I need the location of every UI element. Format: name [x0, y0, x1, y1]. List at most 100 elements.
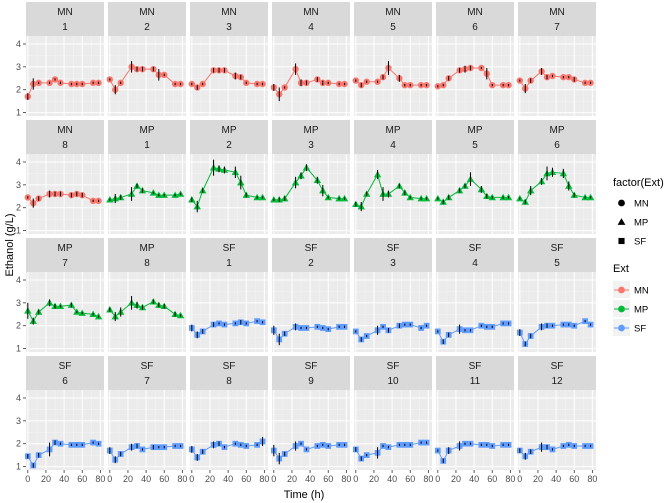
- facet-strip-ext: SF: [305, 243, 318, 254]
- panel-grid: [518, 154, 596, 234]
- error-bars: [273, 164, 346, 202]
- facet-panel: MP 8: [106, 238, 186, 352]
- y-tick-label: 4: [16, 39, 21, 49]
- panel-background: [190, 154, 268, 234]
- facet-panel: SF 7: [106, 356, 186, 470]
- panel-grid: [26, 36, 104, 116]
- panels-layer: MN1MN2MN3MN4MN5MN6MN7MN8MP1MP2MP3MP4MP5M…: [24, 2, 596, 470]
- error-bars: [519, 68, 592, 94]
- facet-strip-ext: SF: [223, 361, 236, 372]
- legend-shape-marker: [617, 218, 626, 225]
- panel-background: [354, 36, 432, 116]
- error-bars: [109, 61, 182, 95]
- facet-strip: [108, 120, 186, 154]
- facet-strip-ext: MP: [140, 243, 155, 254]
- error-bars: [519, 166, 592, 205]
- panel-background: [190, 390, 268, 470]
- panel-background: [272, 272, 350, 352]
- error-bars: [519, 320, 592, 347]
- x-tick-label: 40: [305, 474, 315, 484]
- facet-strip-rep: 10: [387, 376, 399, 387]
- panel-grid: [518, 272, 596, 352]
- facet-strip-rep: 7: [62, 258, 68, 269]
- facet-strip-rep: 8: [62, 140, 68, 151]
- x-tick-label: 20: [533, 474, 543, 484]
- facet-strip-ext: MP: [58, 243, 73, 254]
- panel-grid: [272, 36, 350, 116]
- panel-background: [436, 154, 514, 234]
- facet-strip: [190, 2, 268, 36]
- facet-panel: MP 6: [516, 120, 596, 234]
- panel-background: [26, 36, 104, 116]
- facet-strip: [26, 356, 104, 390]
- panel-background: [108, 390, 186, 470]
- y-tick-label: 1: [16, 344, 21, 354]
- facet-strip-ext: SF: [305, 361, 318, 372]
- facet-strip: [518, 120, 596, 154]
- x-tick-label: 80: [95, 474, 105, 484]
- facet-strip-ext: MN: [57, 7, 73, 18]
- facet-strip: [26, 238, 104, 272]
- x-tick-label: 0: [353, 474, 358, 484]
- panel-grid: [354, 36, 432, 116]
- x-tick-label: 40: [59, 474, 69, 484]
- facet-strip-rep: 1: [144, 140, 150, 151]
- panel-grid: [436, 390, 514, 470]
- panel-grid: [190, 36, 268, 116]
- x-tick-label: 40: [387, 474, 397, 484]
- facet-strip-ext: MN: [303, 7, 319, 18]
- legend-color-label: SF: [634, 324, 646, 335]
- error-bars: [27, 440, 100, 468]
- panel-grid: [272, 390, 350, 470]
- legend-shape-title: factor(Ext): [613, 177, 664, 189]
- error-bars: [191, 159, 264, 213]
- facet-strip-ext: SF: [551, 243, 564, 254]
- facet-strip: [108, 238, 186, 272]
- x-tick-label: 80: [341, 474, 351, 484]
- y-tick-label: 3: [16, 298, 21, 308]
- error-bars: [191, 320, 264, 339]
- y-tick-label: 2: [16, 321, 21, 331]
- x-tick-label: 80: [505, 474, 515, 484]
- x-tick-label: 0: [25, 474, 30, 484]
- legend-color-label: MN: [634, 286, 649, 297]
- facet-strip-rep: 1: [226, 258, 232, 269]
- facet-strip-ext: MN: [549, 7, 565, 18]
- facet-panel: MN 6: [434, 2, 514, 116]
- facet-strip-rep: 7: [554, 22, 560, 33]
- x-tick-label: 60: [159, 474, 169, 484]
- x-tick-label: 80: [259, 474, 269, 484]
- legend-color-marker: [618, 324, 625, 332]
- facet-strip-rep: 8: [226, 376, 232, 387]
- facet-panel: SF 12: [516, 356, 596, 470]
- facet-panel: MN 5: [352, 2, 432, 116]
- error-bars: [437, 172, 510, 205]
- panel-grid: [518, 36, 596, 116]
- error-bars: [355, 441, 428, 461]
- y-tick-label: 1: [16, 226, 21, 236]
- x-tick-label: 60: [323, 474, 333, 484]
- facet-panel: MN 2: [106, 2, 186, 116]
- y-tick-label: 3: [16, 62, 21, 72]
- error-bars: [519, 442, 592, 460]
- panel-background: [518, 390, 596, 470]
- y-tick-label: 4: [16, 157, 21, 167]
- facet-strip: [518, 356, 596, 390]
- facet-strip: [436, 238, 514, 272]
- facet-strip: [354, 120, 432, 154]
- x-tick-label: 40: [469, 474, 479, 484]
- panel-grid: [190, 272, 268, 352]
- x-tick-label: 20: [41, 474, 51, 484]
- facet-panel: MP 1: [106, 120, 186, 234]
- facet-strip: [190, 120, 268, 154]
- x-tick-label: 60: [487, 474, 497, 484]
- legend-shape-label: SF: [634, 237, 646, 248]
- facet-strip-ext: MN: [57, 125, 73, 136]
- facet-strip: [518, 238, 596, 272]
- facet-strip-ext: SF: [551, 361, 564, 372]
- error-bars: [437, 441, 510, 464]
- x-tick-label: 20: [369, 474, 379, 484]
- panel-background: [272, 390, 350, 470]
